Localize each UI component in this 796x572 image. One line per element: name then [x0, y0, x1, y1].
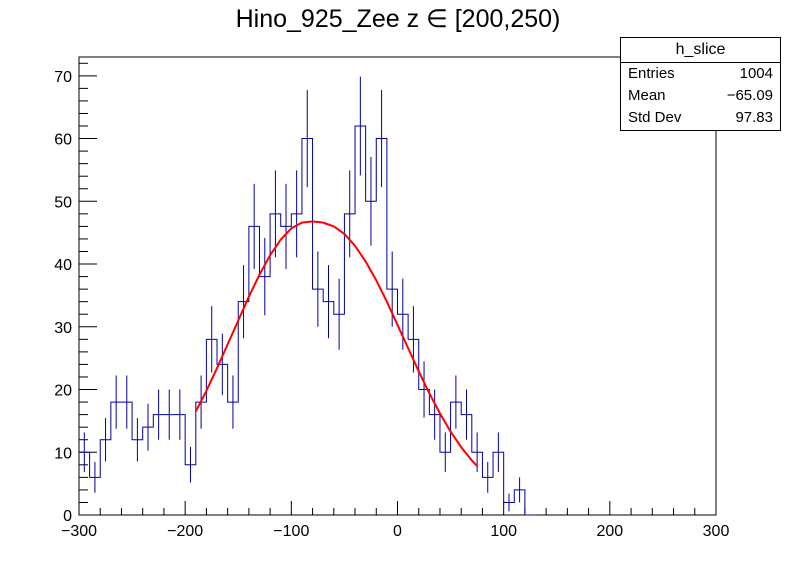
stats-entries-value: 1004 [739, 65, 773, 82]
x-tick-label: 0 [393, 523, 402, 540]
stats-box-title: h_slice [621, 38, 780, 63]
stats-mean-label: Mean [628, 87, 666, 104]
x-tick-label: −100 [273, 523, 309, 540]
x-tick-label: −200 [167, 523, 203, 540]
stats-entries-row: Entries 1004 [621, 63, 780, 85]
x-tick-label: 100 [490, 523, 517, 540]
y-tick-label: 30 [54, 320, 72, 337]
stats-entries-label: Entries [628, 65, 675, 82]
chart-title: Hino_925_Zee z ∈ [200,250) [235, 5, 561, 33]
stats-std-value: 97.83 [735, 109, 773, 126]
y-tick-label: 70 [54, 69, 72, 86]
y-tick-label: 40 [54, 257, 72, 274]
y-tick-label: 60 [54, 132, 72, 149]
histogram-steps [79, 125, 536, 516]
fit-curve [194, 220, 478, 467]
x-tick-label: −300 [61, 523, 97, 540]
x-tick-label: 200 [596, 523, 623, 540]
stats-mean-row: Mean −65.09 [621, 85, 780, 107]
x-tick-label: 300 [703, 523, 730, 540]
y-tick-label: 50 [54, 194, 72, 211]
y-tick-label: 20 [54, 383, 72, 400]
stats-mean-value: −65.09 [726, 87, 773, 104]
y-tick-label: 0 [63, 508, 72, 525]
stats-std-label: Std Dev [628, 109, 682, 126]
stats-std-row: Std Dev 97.83 [621, 107, 780, 129]
y-tick-label: 10 [54, 445, 72, 462]
stats-box: h_slice Entries 1004 Mean −65.09 Std Dev… [620, 37, 781, 131]
